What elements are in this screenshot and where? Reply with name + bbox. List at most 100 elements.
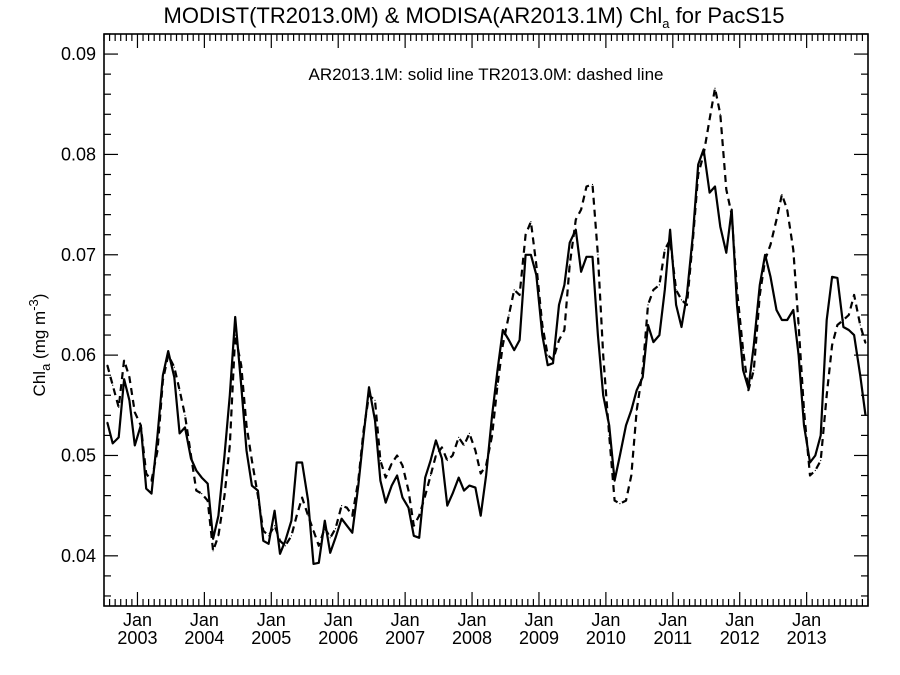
solid-series-point xyxy=(630,409,632,411)
x-tick-year: 2012 xyxy=(720,628,760,648)
solid-series-point xyxy=(217,515,219,517)
solid-series-point xyxy=(575,229,577,231)
solid-series-point xyxy=(775,309,778,311)
solid-series-line xyxy=(106,148,867,565)
solid-series-point xyxy=(307,500,309,502)
solid-series-point xyxy=(312,563,315,565)
solid-series-point xyxy=(558,304,560,306)
dashed-series-point xyxy=(591,183,594,186)
dashed-series-point xyxy=(636,409,638,411)
dashed-series-point xyxy=(257,495,259,497)
x-tick-month: Jan xyxy=(257,610,286,630)
dashed-series-point xyxy=(502,344,504,346)
solid-series-point xyxy=(474,487,476,489)
dashed-series-point xyxy=(245,424,248,426)
solid-series-point xyxy=(769,276,772,278)
y-tick-label: 0.07 xyxy=(61,245,96,265)
dashed-series-point xyxy=(162,379,164,381)
dashed-series-point xyxy=(485,464,487,467)
solid-series-point xyxy=(753,344,755,346)
x-tick-month: Jan xyxy=(792,610,821,630)
solid-series-point xyxy=(552,362,554,364)
solid-series-point xyxy=(351,532,353,534)
solid-series-point xyxy=(669,229,671,231)
dashed-series-point xyxy=(435,454,437,457)
x-tick-year: 2003 xyxy=(117,628,157,648)
dashed-series-point xyxy=(179,389,181,391)
dashed-series-point xyxy=(207,500,209,502)
dashed-series-point xyxy=(468,432,470,434)
solid-series-point xyxy=(658,334,661,336)
x-tick-month: Jan xyxy=(458,610,487,630)
solid-series-point xyxy=(374,419,376,421)
dashed-series-point xyxy=(848,314,850,316)
solid-series-point xyxy=(736,304,738,306)
dashed-series-point xyxy=(675,289,677,291)
solid-series-point xyxy=(525,254,527,256)
solid-series-point xyxy=(240,384,242,386)
solid-series-point xyxy=(128,399,130,401)
x-tick-month: Jan xyxy=(524,610,553,630)
solid-series-point xyxy=(418,537,420,539)
solid-series-point xyxy=(585,256,588,258)
x-tick-month: Jan xyxy=(324,610,353,630)
dashed-series-point xyxy=(775,219,778,221)
solid-series-point xyxy=(502,329,504,331)
x-tick-year: 2009 xyxy=(519,628,559,648)
dashed-series-point xyxy=(563,329,566,331)
dashed-series-point xyxy=(418,515,420,517)
solid-series-point xyxy=(184,426,186,428)
dashed-series-point xyxy=(842,319,845,321)
solid-series-point xyxy=(480,515,482,517)
dashed-series-point xyxy=(385,477,387,479)
solid-series-point xyxy=(563,284,566,286)
dashed-series-point xyxy=(391,462,393,465)
solid-series-point xyxy=(173,376,175,378)
solid-series-point xyxy=(496,369,499,371)
solid-series-point xyxy=(234,316,236,318)
dashed-series-point xyxy=(703,153,705,155)
solid-series-point xyxy=(134,444,136,446)
dashed-series-point xyxy=(558,339,560,341)
y-tick-label: 0.05 xyxy=(61,445,96,465)
dashed-series-point xyxy=(786,209,788,211)
dashed-series-point xyxy=(769,244,772,246)
dashed-series-point xyxy=(424,495,426,497)
solid-series-point xyxy=(602,394,604,396)
solid-series-point xyxy=(341,518,343,520)
dashed-series-point xyxy=(251,459,253,462)
dashed-series-point xyxy=(334,528,337,530)
solid-series-point xyxy=(675,304,677,306)
solid-series-point xyxy=(284,540,286,542)
solid-series-point xyxy=(680,326,683,328)
solid-series-point xyxy=(719,226,721,228)
x-tick-month: Jan xyxy=(190,610,219,630)
dashed-series-point xyxy=(307,515,309,517)
solid-series-point xyxy=(764,254,766,256)
dashed-series-point xyxy=(341,505,343,507)
solid-series-point xyxy=(318,562,320,564)
dashed-series-point xyxy=(106,364,108,366)
dashed-series-point xyxy=(836,324,839,326)
plot-frame xyxy=(103,33,869,607)
dashed-series-point xyxy=(519,294,521,296)
x-tick-month: Jan xyxy=(123,610,152,630)
solid-series-point xyxy=(212,538,214,540)
solid-series-point xyxy=(245,449,248,452)
x-tick-month: Jan xyxy=(658,610,687,630)
solid-series-point xyxy=(836,277,839,279)
x-tick-year: 2005 xyxy=(251,628,291,648)
solid-series-point xyxy=(798,354,800,356)
dashed-series-point xyxy=(747,389,750,391)
x-axis: Jan2003Jan2004Jan2005Jan2006Jan2007Jan20… xyxy=(103,34,869,648)
solid-series-point xyxy=(569,242,571,244)
dashed-series-point xyxy=(346,507,348,509)
y-axis: 0.04 0.05 0.06 0.07 0.08 0.09 xyxy=(61,33,868,597)
dashed-series-point xyxy=(686,304,688,306)
solid-series-point xyxy=(290,520,292,522)
dashed-series-point xyxy=(680,299,683,301)
dashed-series-point xyxy=(814,469,816,472)
dashed-series-point xyxy=(803,409,805,411)
solid-series-point xyxy=(513,349,515,351)
